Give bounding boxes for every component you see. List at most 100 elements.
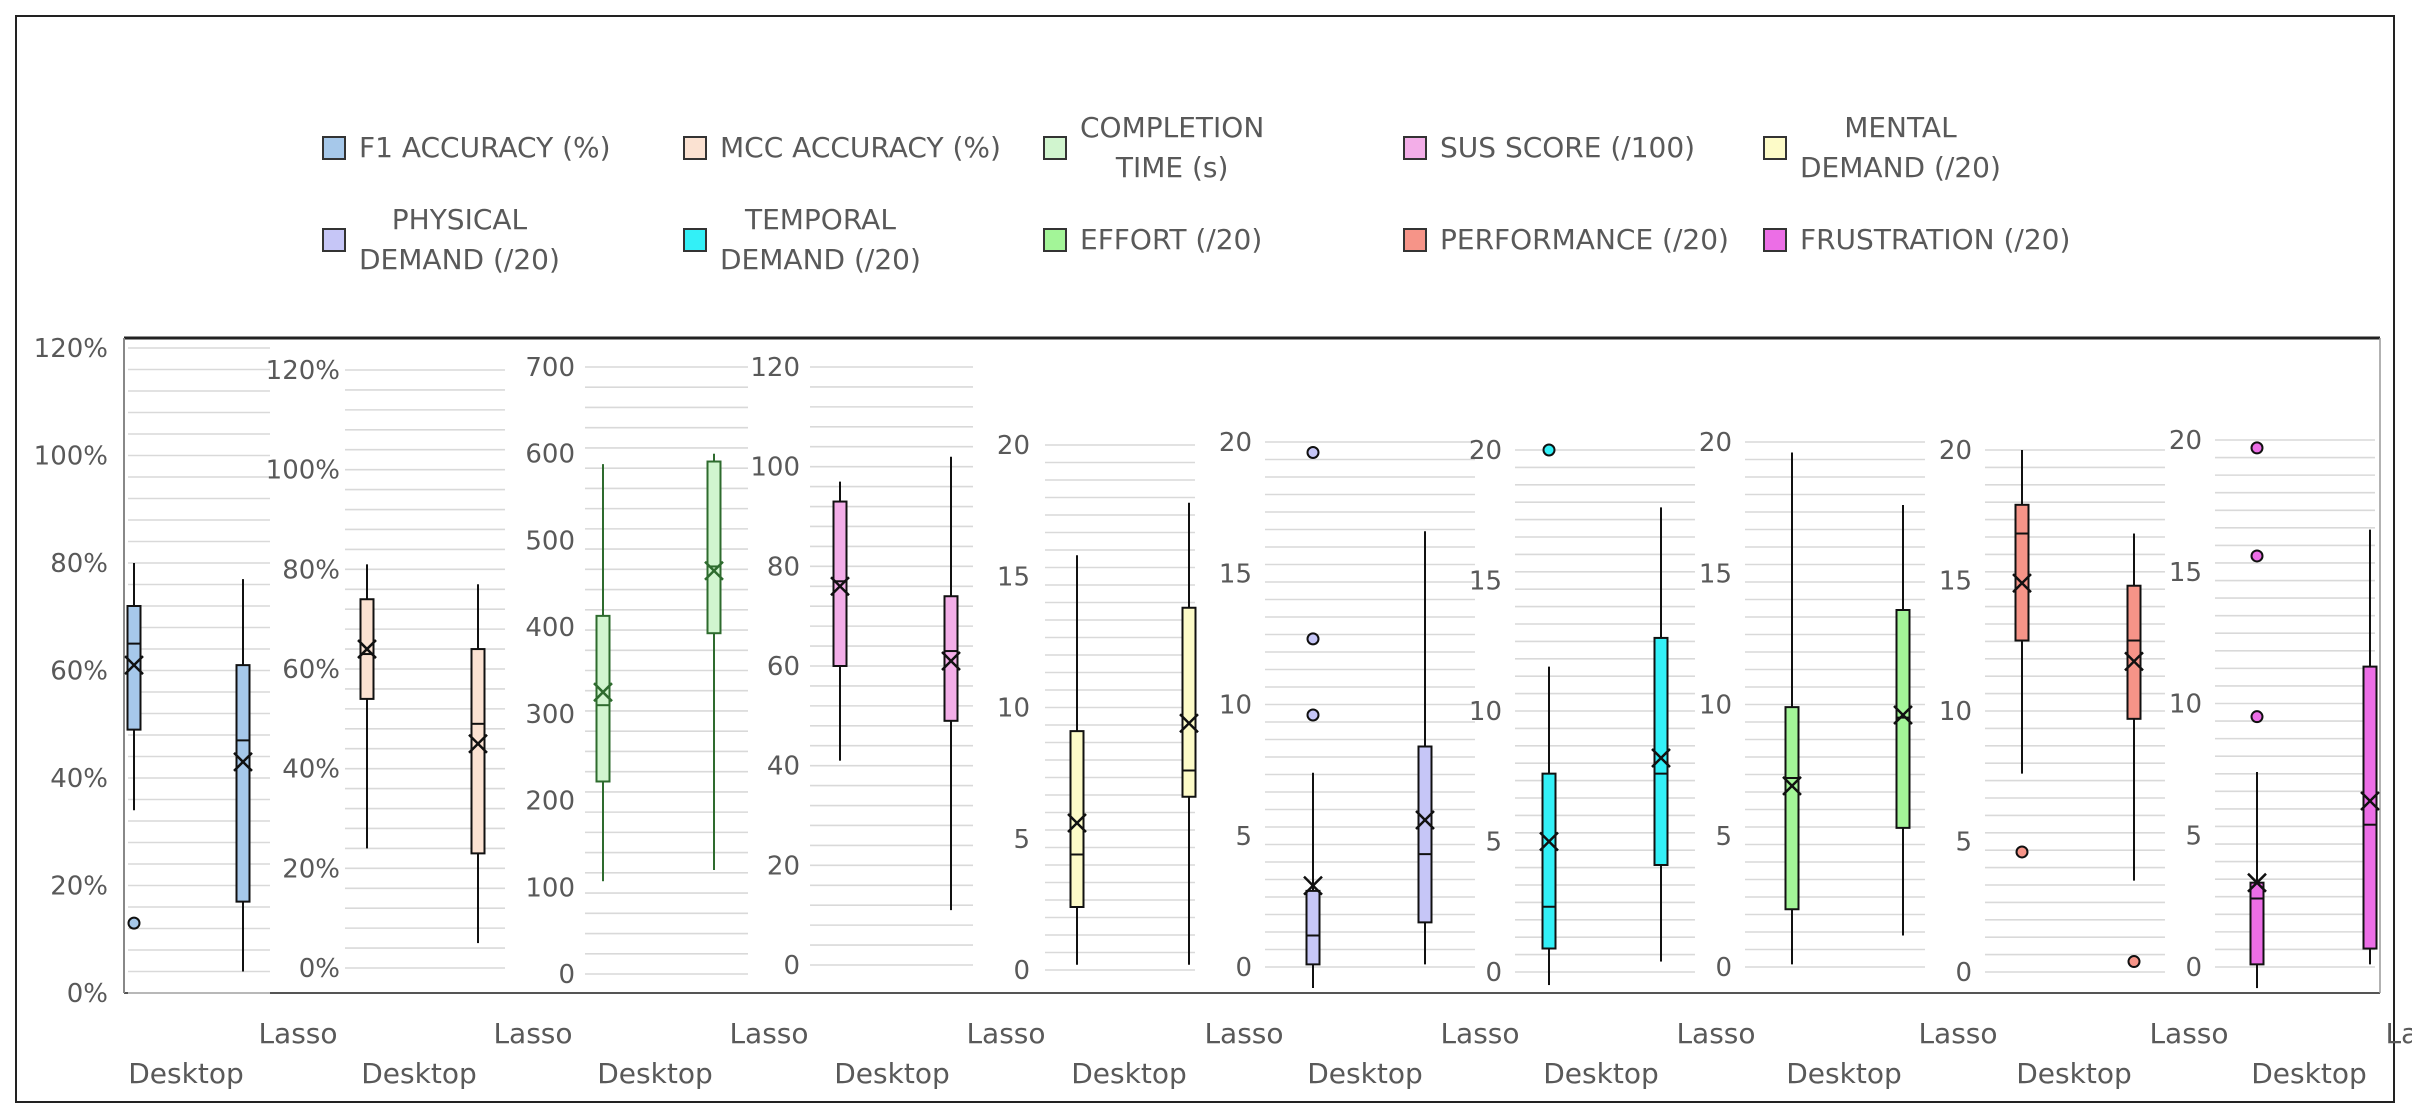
x-category-label: Desktop — [1543, 1057, 1658, 1090]
y-tick-label: 40% — [50, 764, 108, 794]
y-tick-label: 20 — [1939, 436, 1972, 466]
box — [706, 460, 722, 635]
x-category-label: Lasso — [493, 1017, 572, 1050]
mean-marker — [1067, 813, 1087, 833]
mean-marker — [2124, 651, 2144, 672]
box — [1895, 609, 1911, 829]
x-category-label: Lasso — [2149, 1017, 2228, 1050]
y-tick-label: 5 — [1715, 822, 1732, 852]
x-category-label: Lasso — [729, 1017, 808, 1050]
box — [126, 605, 142, 731]
mean-marker — [2247, 872, 2267, 893]
outlier-point — [1306, 708, 1320, 722]
outlier-point — [2250, 710, 2264, 724]
chart-panel: 0 5 10 15 20 Desktop Lasso — [2169, 426, 2412, 1090]
mean-marker — [233, 751, 253, 772]
y-tick-label: 20% — [282, 854, 340, 884]
mean-marker — [704, 560, 724, 581]
legend-swatch — [322, 228, 346, 252]
y-tick-label: 100% — [266, 456, 340, 486]
y-tick-label: 80% — [282, 555, 340, 585]
mean-marker — [1651, 748, 1671, 768]
x-category-label: Desktop — [834, 1057, 949, 1090]
outlier-point — [2127, 955, 2141, 969]
legend-item: EFFORT (/20) — [1043, 220, 1262, 260]
y-tick-label: 0 — [558, 960, 575, 990]
legend-swatch — [1403, 228, 1427, 252]
y-tick-label: 100 — [525, 873, 575, 903]
y-tick-label: 5 — [2185, 821, 2202, 851]
y-tick-label: 0 — [1715, 953, 1732, 983]
x-category-label: Lasso — [2385, 1017, 2412, 1050]
y-tick-label: 0% — [67, 979, 108, 1009]
y-tick-label: 600 — [525, 440, 575, 470]
y-tick-label: 120% — [34, 334, 108, 364]
mean-marker — [1782, 775, 1802, 796]
legend: F1 ACCURACY (%) MCC ACCURACY (%) COMPLETIO… — [0, 0, 2412, 320]
chart-panel: 0 5 10 15 20 Desktop Lasso — [1939, 436, 2229, 1090]
box — [1541, 772, 1557, 950]
y-tick-label: 10 — [1699, 691, 1732, 721]
outlier-point — [1306, 446, 1320, 459]
x-category-label: Lasso — [1204, 1017, 1283, 1050]
legend-swatch — [1763, 228, 1787, 252]
outlier-point — [1306, 632, 1320, 646]
outlier-point — [2015, 845, 2029, 859]
mean-marker — [357, 639, 377, 659]
legend-item: F1 ACCURACY (%) — [322, 128, 611, 168]
y-tick-label: 100 — [750, 453, 800, 483]
box — [1305, 889, 1321, 966]
y-tick-label: 20 — [1469, 436, 1502, 466]
x-category-label: Desktop — [1071, 1057, 1186, 1090]
legend-label: PHYSICAL DEMAND (/20) — [359, 203, 560, 276]
y-tick-label: 20 — [2169, 426, 2202, 456]
y-tick-label: 15 — [1219, 559, 1252, 589]
outlier-point — [1542, 443, 1556, 457]
y-tick-label: 15 — [997, 562, 1030, 592]
y-tick-label: 0 — [1955, 958, 1972, 988]
legend-swatch — [1403, 136, 1427, 160]
box — [2014, 503, 2030, 642]
y-tick-label: 60 — [767, 652, 800, 682]
legend-item: SUS SCORE (/100) — [1403, 128, 1695, 168]
legend-swatch — [1043, 228, 1067, 252]
y-tick-label: 10 — [2169, 690, 2202, 720]
y-tick-label: 400 — [525, 613, 575, 643]
chart-panel: 0 5 10 15 20 Desktop Lasso — [1219, 428, 1520, 1090]
legend-item: PHYSICAL DEMAND (/20) — [322, 200, 560, 280]
box — [595, 614, 611, 783]
x-category-label: Lasso — [1440, 1017, 1519, 1050]
box — [1784, 706, 1800, 911]
y-tick-label: 700 — [525, 353, 575, 383]
y-tick-label: 40% — [282, 755, 340, 785]
y-tick-label: 0 — [1485, 958, 1502, 988]
box — [1417, 745, 1433, 924]
mean-marker — [593, 682, 613, 703]
y-tick-label: 10 — [1469, 697, 1502, 727]
y-tick-label: 20 — [1699, 428, 1732, 458]
legend-label: EFFORT (/20) — [1080, 223, 1263, 256]
outlier-point — [127, 916, 141, 930]
y-tick-label: 5 — [1013, 825, 1030, 855]
legend-label: MENTAL DEMAND (/20) — [1800, 111, 2001, 184]
y-tick-label: 500 — [525, 526, 575, 556]
y-tick-label: 15 — [1469, 567, 1502, 597]
legend-item: MCC ACCURACY (%) — [683, 128, 1001, 168]
y-tick-label: 0% — [299, 954, 340, 984]
mean-marker — [1415, 810, 1435, 830]
box — [235, 664, 251, 903]
y-tick-label: 0 — [1013, 956, 1030, 986]
y-tick-label: 5 — [1955, 828, 1972, 858]
y-tick-label: 20 — [997, 431, 1030, 461]
chart-panel: 0 5 10 15 20 Desktop Lasso — [997, 431, 1284, 1090]
legend-swatch — [683, 136, 707, 160]
mean-marker — [1539, 831, 1559, 852]
mean-marker — [1179, 713, 1199, 734]
box — [2249, 881, 2265, 966]
legend-swatch — [1763, 136, 1787, 160]
mean-marker — [1893, 705, 1913, 725]
x-category-label: Desktop — [597, 1057, 712, 1090]
mean-marker — [1303, 875, 1323, 896]
